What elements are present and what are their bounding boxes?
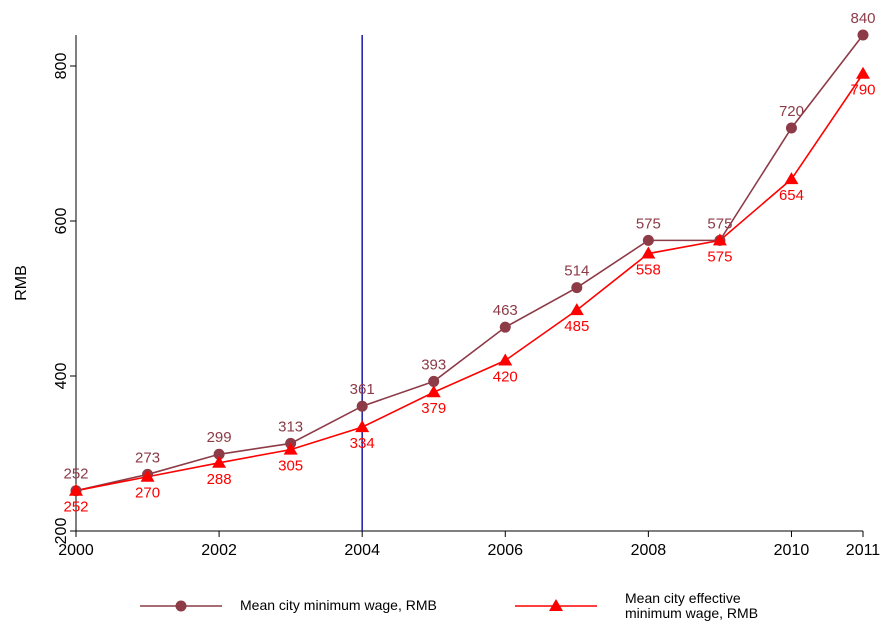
data-label: 463 <box>493 302 518 319</box>
data-label: 288 <box>207 471 232 488</box>
data-point <box>355 420 370 433</box>
x-tick-label: 2011 <box>846 542 881 559</box>
legend-marker <box>549 599 563 611</box>
y-tick-label: 600 <box>53 208 70 235</box>
data-point <box>356 400 368 412</box>
data-point <box>712 233 727 246</box>
data-label: 299 <box>207 429 232 446</box>
data-label: 575 <box>636 215 661 232</box>
data-point <box>498 353 513 366</box>
data-label: 575 <box>707 248 732 265</box>
data-point <box>212 455 227 468</box>
data-point <box>140 469 155 482</box>
y-axis-label: RMB <box>13 265 30 301</box>
data-label: 654 <box>779 187 804 204</box>
data-point <box>213 448 225 460</box>
data-label: 379 <box>421 400 446 417</box>
x-tick-label: 2008 <box>631 542 667 559</box>
data-point <box>785 122 797 134</box>
x-tick-label: 2002 <box>201 542 237 559</box>
data-label: 840 <box>850 10 875 27</box>
x-tick-label: 2010 <box>774 542 810 559</box>
data-label: 485 <box>564 318 589 335</box>
x-tick-label: 2000 <box>58 542 94 559</box>
data-label: 790 <box>850 82 875 99</box>
data-point <box>641 246 656 259</box>
y-tick-label: 400 <box>53 363 70 390</box>
series-line <box>75 34 864 492</box>
data-point <box>499 321 511 333</box>
data-label: 305 <box>278 458 303 475</box>
data-point <box>857 29 869 41</box>
data-label: 575 <box>707 215 732 232</box>
data-point <box>428 375 440 387</box>
data-point <box>571 282 583 294</box>
y-tick-label: 200 <box>53 518 70 545</box>
data-label: 558 <box>636 262 661 279</box>
legend-label: Mean city minimum wage, RMB <box>240 597 437 613</box>
data-point <box>856 66 870 79</box>
data-point <box>69 483 83 496</box>
x-tick-label: 2006 <box>487 542 523 559</box>
x-tick-label: 2004 <box>344 542 380 559</box>
series-line <box>75 73 864 492</box>
data-point <box>784 172 799 185</box>
y-tick-label: 800 <box>53 53 70 80</box>
legend-label: Mean city effective minimum wage, RMB <box>625 590 759 621</box>
data-label: 514 <box>564 263 589 280</box>
legend-marker <box>175 600 187 612</box>
data-label: 334 <box>350 435 375 452</box>
data-point <box>283 442 298 455</box>
data-label: 720 <box>779 103 804 120</box>
data-point <box>426 385 441 398</box>
data-point <box>569 303 584 316</box>
data-label: 252 <box>63 466 88 483</box>
data-label: 420 <box>493 368 518 385</box>
data-label: 252 <box>63 499 88 516</box>
data-label: 393 <box>421 356 446 373</box>
data-label: 361 <box>350 381 375 398</box>
data-label: 270 <box>135 485 160 502</box>
data-point <box>642 234 654 246</box>
data-label: 273 <box>135 449 160 466</box>
data-label: 313 <box>278 418 303 435</box>
